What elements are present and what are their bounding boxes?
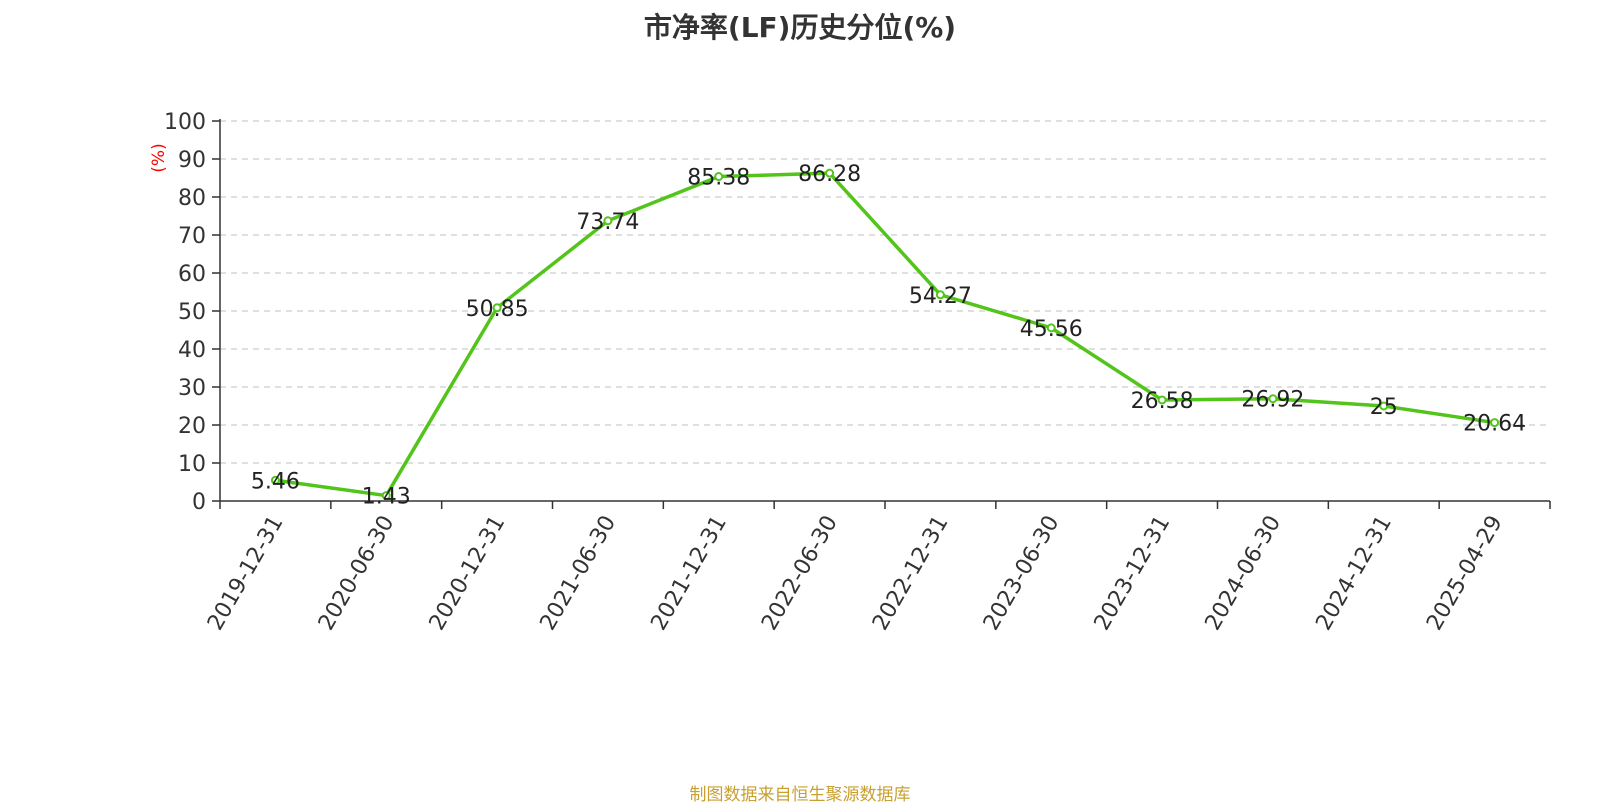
y-tick-label: 100 [164, 110, 206, 135]
data-label: 1.43 [362, 485, 411, 510]
x-tick-label: 2021-12-31 [646, 512, 732, 635]
y-tick-label: 10 [178, 452, 206, 477]
x-tick-label: 2019-12-31 [203, 512, 289, 635]
x-tick-label: 2020-06-30 [314, 512, 400, 635]
y-tick-label: 0 [192, 490, 206, 515]
data-point [935, 290, 945, 300]
x-tick-label: 2023-12-31 [1090, 512, 1176, 635]
data-point [381, 491, 391, 501]
data-point [1379, 401, 1389, 411]
data-label: 26.92 [1241, 388, 1304, 413]
y-tick-label: 50 [178, 300, 206, 325]
y-tick-label: 40 [178, 338, 206, 363]
y-axis-label: (%) [149, 143, 169, 172]
data-source-note: 制图数据来自恒生聚源数据库 [689, 785, 911, 805]
data-label: 86.28 [798, 162, 861, 187]
data-label: 5.46 [251, 469, 300, 494]
data-point [603, 216, 613, 226]
data-point [1490, 418, 1500, 428]
x-tick-label: 2024-06-30 [1201, 512, 1287, 635]
y-tick-label: 80 [178, 186, 206, 211]
data-point [714, 172, 724, 182]
y-tick-label: 70 [178, 224, 206, 249]
data-label: 20.64 [1463, 412, 1526, 437]
x-tick-label: 2021-06-30 [536, 512, 622, 635]
data-point [1157, 395, 1167, 405]
data-point [825, 168, 835, 178]
data-point [492, 303, 502, 313]
y-tick-label: 20 [178, 414, 206, 439]
x-tick-label: 2023-06-30 [979, 512, 1065, 635]
data-label: 73.74 [576, 210, 639, 235]
data-label: 45.56 [1020, 317, 1083, 342]
x-tick-label: 2025-04-29 [1422, 512, 1508, 635]
data-label: 85.38 [687, 166, 750, 191]
data-point [270, 475, 280, 485]
data-label: 25 [1370, 395, 1398, 420]
x-tick-label: 2022-12-31 [868, 512, 954, 635]
data-point [1268, 394, 1278, 404]
x-tick-label: 2022-06-30 [757, 512, 843, 635]
chart-title: 市净率(LF)历史分位(%) [643, 11, 957, 44]
data-label: 26.58 [1131, 389, 1194, 414]
y-tick-label: 30 [178, 376, 206, 401]
x-tick-label: 2020-12-31 [425, 512, 511, 635]
y-tick-label: 60 [178, 262, 206, 287]
series-line [275, 171, 1495, 498]
x-tick-label: 2024-12-31 [1311, 512, 1397, 635]
data-point [1046, 323, 1056, 333]
y-tick-label: 90 [178, 148, 206, 173]
data-label: 50.85 [466, 297, 529, 322]
data-label: 54.27 [909, 284, 972, 309]
